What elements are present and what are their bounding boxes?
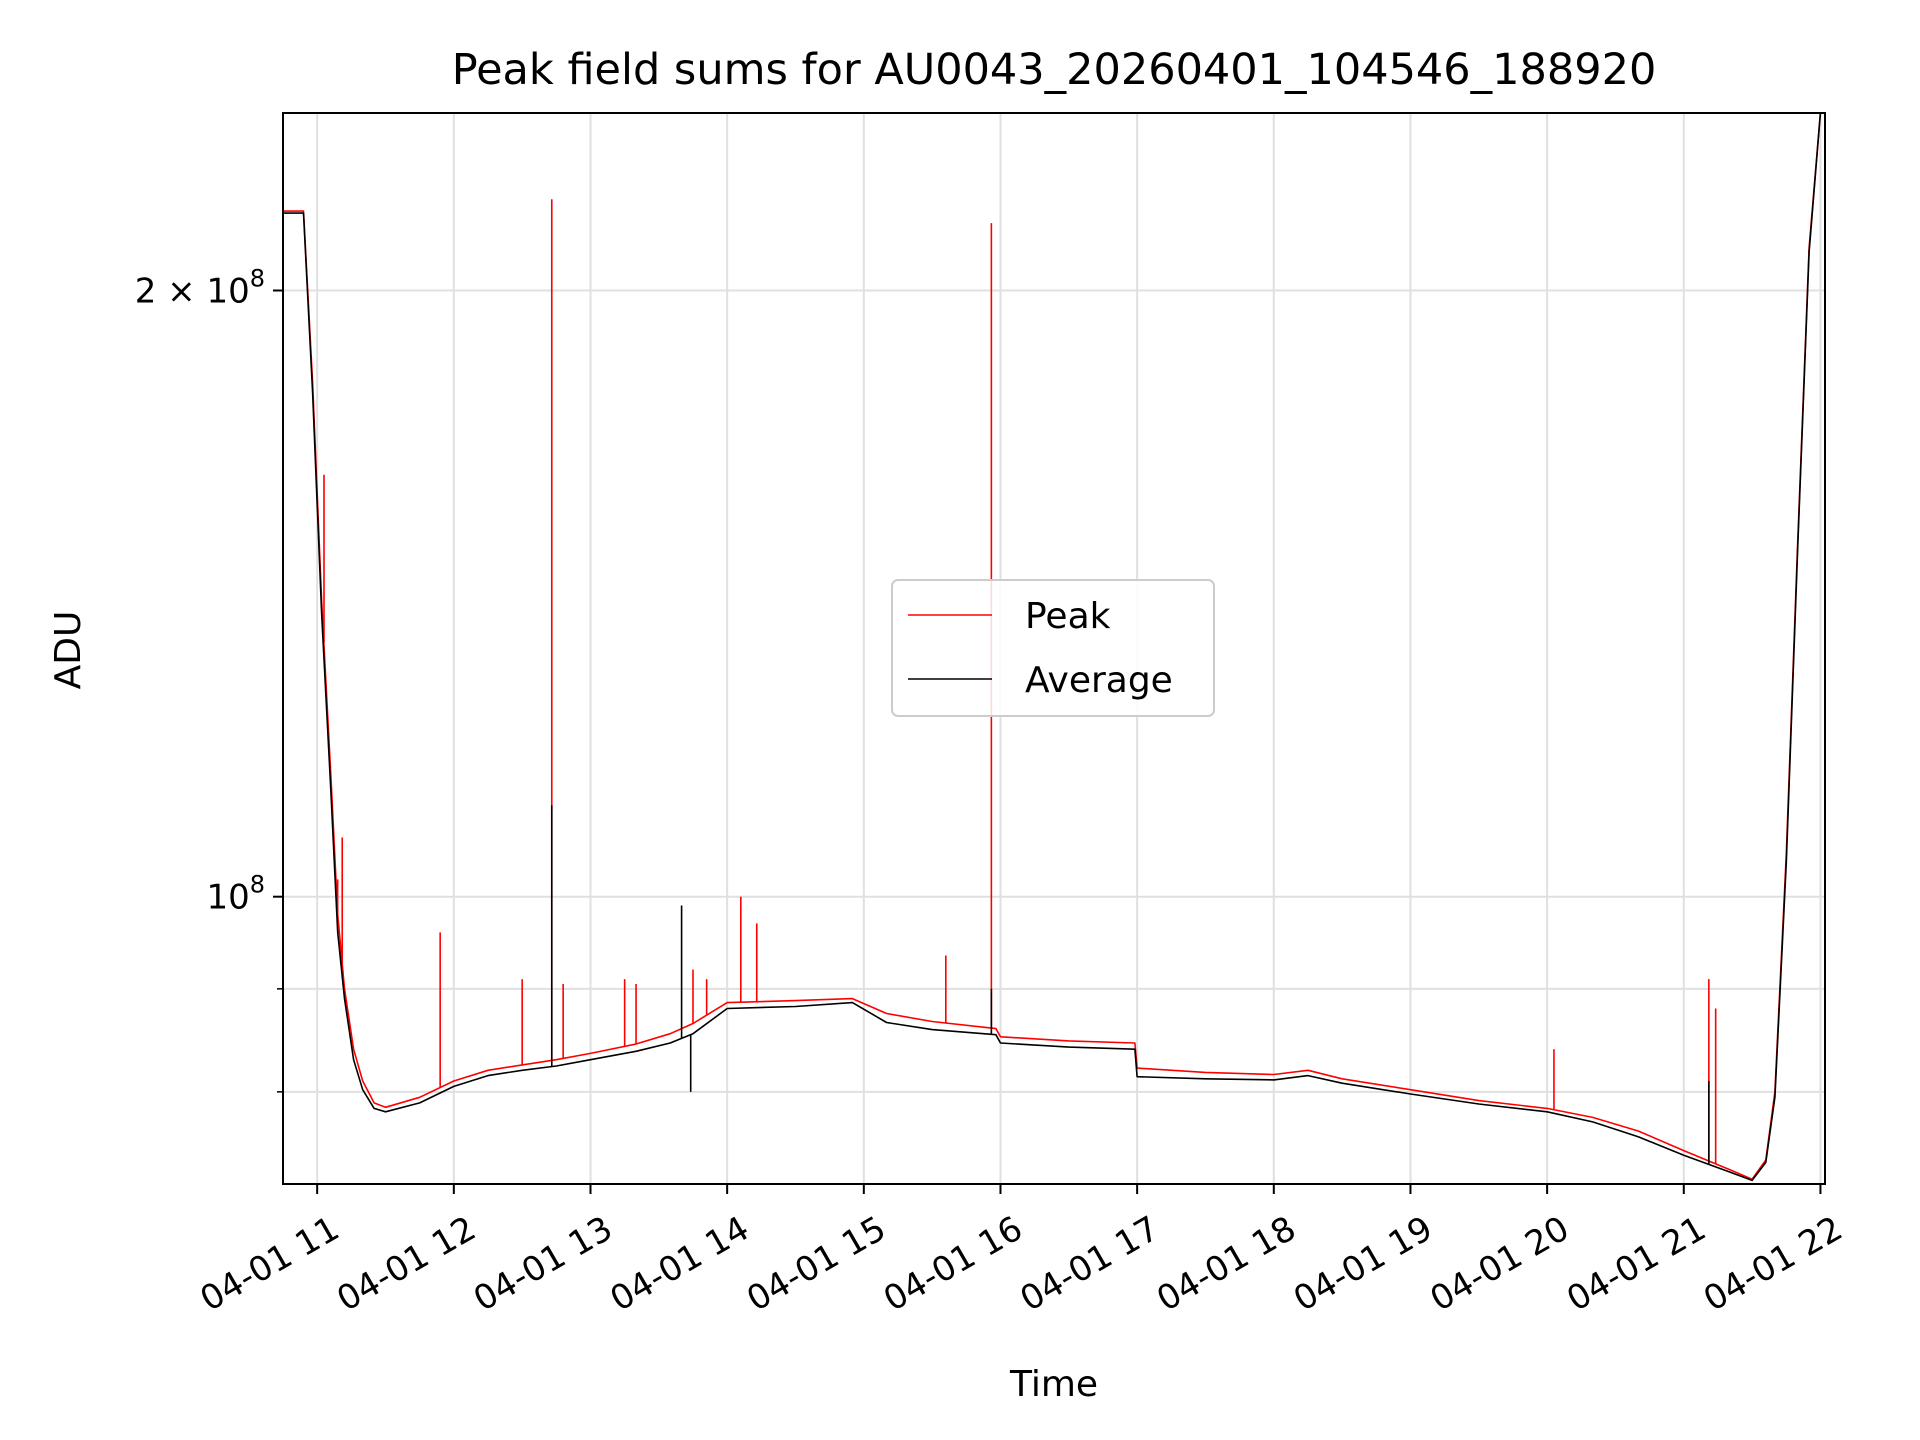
series-layer bbox=[283, 112, 1822, 1182]
y-axis-label: ADU bbox=[48, 611, 89, 690]
plot-frame bbox=[282, 112, 1826, 1185]
legend: Peak Average bbox=[891, 579, 1215, 717]
y-tick-label-exponent: 8 bbox=[250, 871, 265, 899]
y-tick-label: 108 bbox=[206, 871, 265, 918]
legend-box bbox=[891, 579, 1215, 717]
legend-average-label: Average bbox=[1025, 660, 1173, 701]
y-tick-label-base: 10 bbox=[206, 271, 249, 311]
y-tick-label-prefix: 2 × bbox=[135, 271, 207, 311]
chart-title: Peak field sums for AU0043_20260401_1045… bbox=[452, 45, 1657, 95]
y-tick-label-exponent: 8 bbox=[250, 264, 265, 292]
series-line-peak bbox=[283, 112, 1822, 1180]
y-tick-label-base: 10 bbox=[206, 878, 249, 918]
legend-peak-label: Peak bbox=[1025, 596, 1111, 637]
series-line-average bbox=[283, 112, 1822, 1182]
y-tick-label: 2 × 108 bbox=[135, 264, 265, 311]
x-axis-label: Time bbox=[1009, 1364, 1098, 1405]
